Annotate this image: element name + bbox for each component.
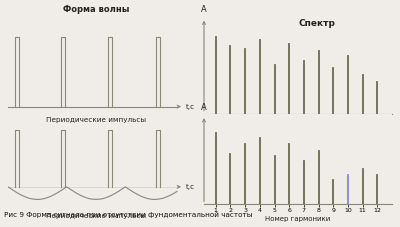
Text: A: A	[201, 103, 207, 112]
Text: t,c: t,c	[186, 104, 195, 110]
X-axis label: Номер гармоники: Номер гармоники	[265, 216, 331, 222]
Text: Рис 9 Форма сигнала при отсутствии фундоментальной частоты: Рис 9 Форма сигнала при отсутствии фундо…	[4, 211, 252, 218]
Text: A: A	[201, 5, 207, 14]
Text: Форма волны: Форма волны	[63, 5, 129, 14]
Text: Периодические импульсы: Периодические импульсы	[46, 213, 146, 219]
Text: t,c: t,c	[186, 184, 195, 190]
Text: Спектр: Спектр	[298, 19, 335, 28]
Text: Периодические импульсы: Периодические импульсы	[46, 117, 146, 123]
